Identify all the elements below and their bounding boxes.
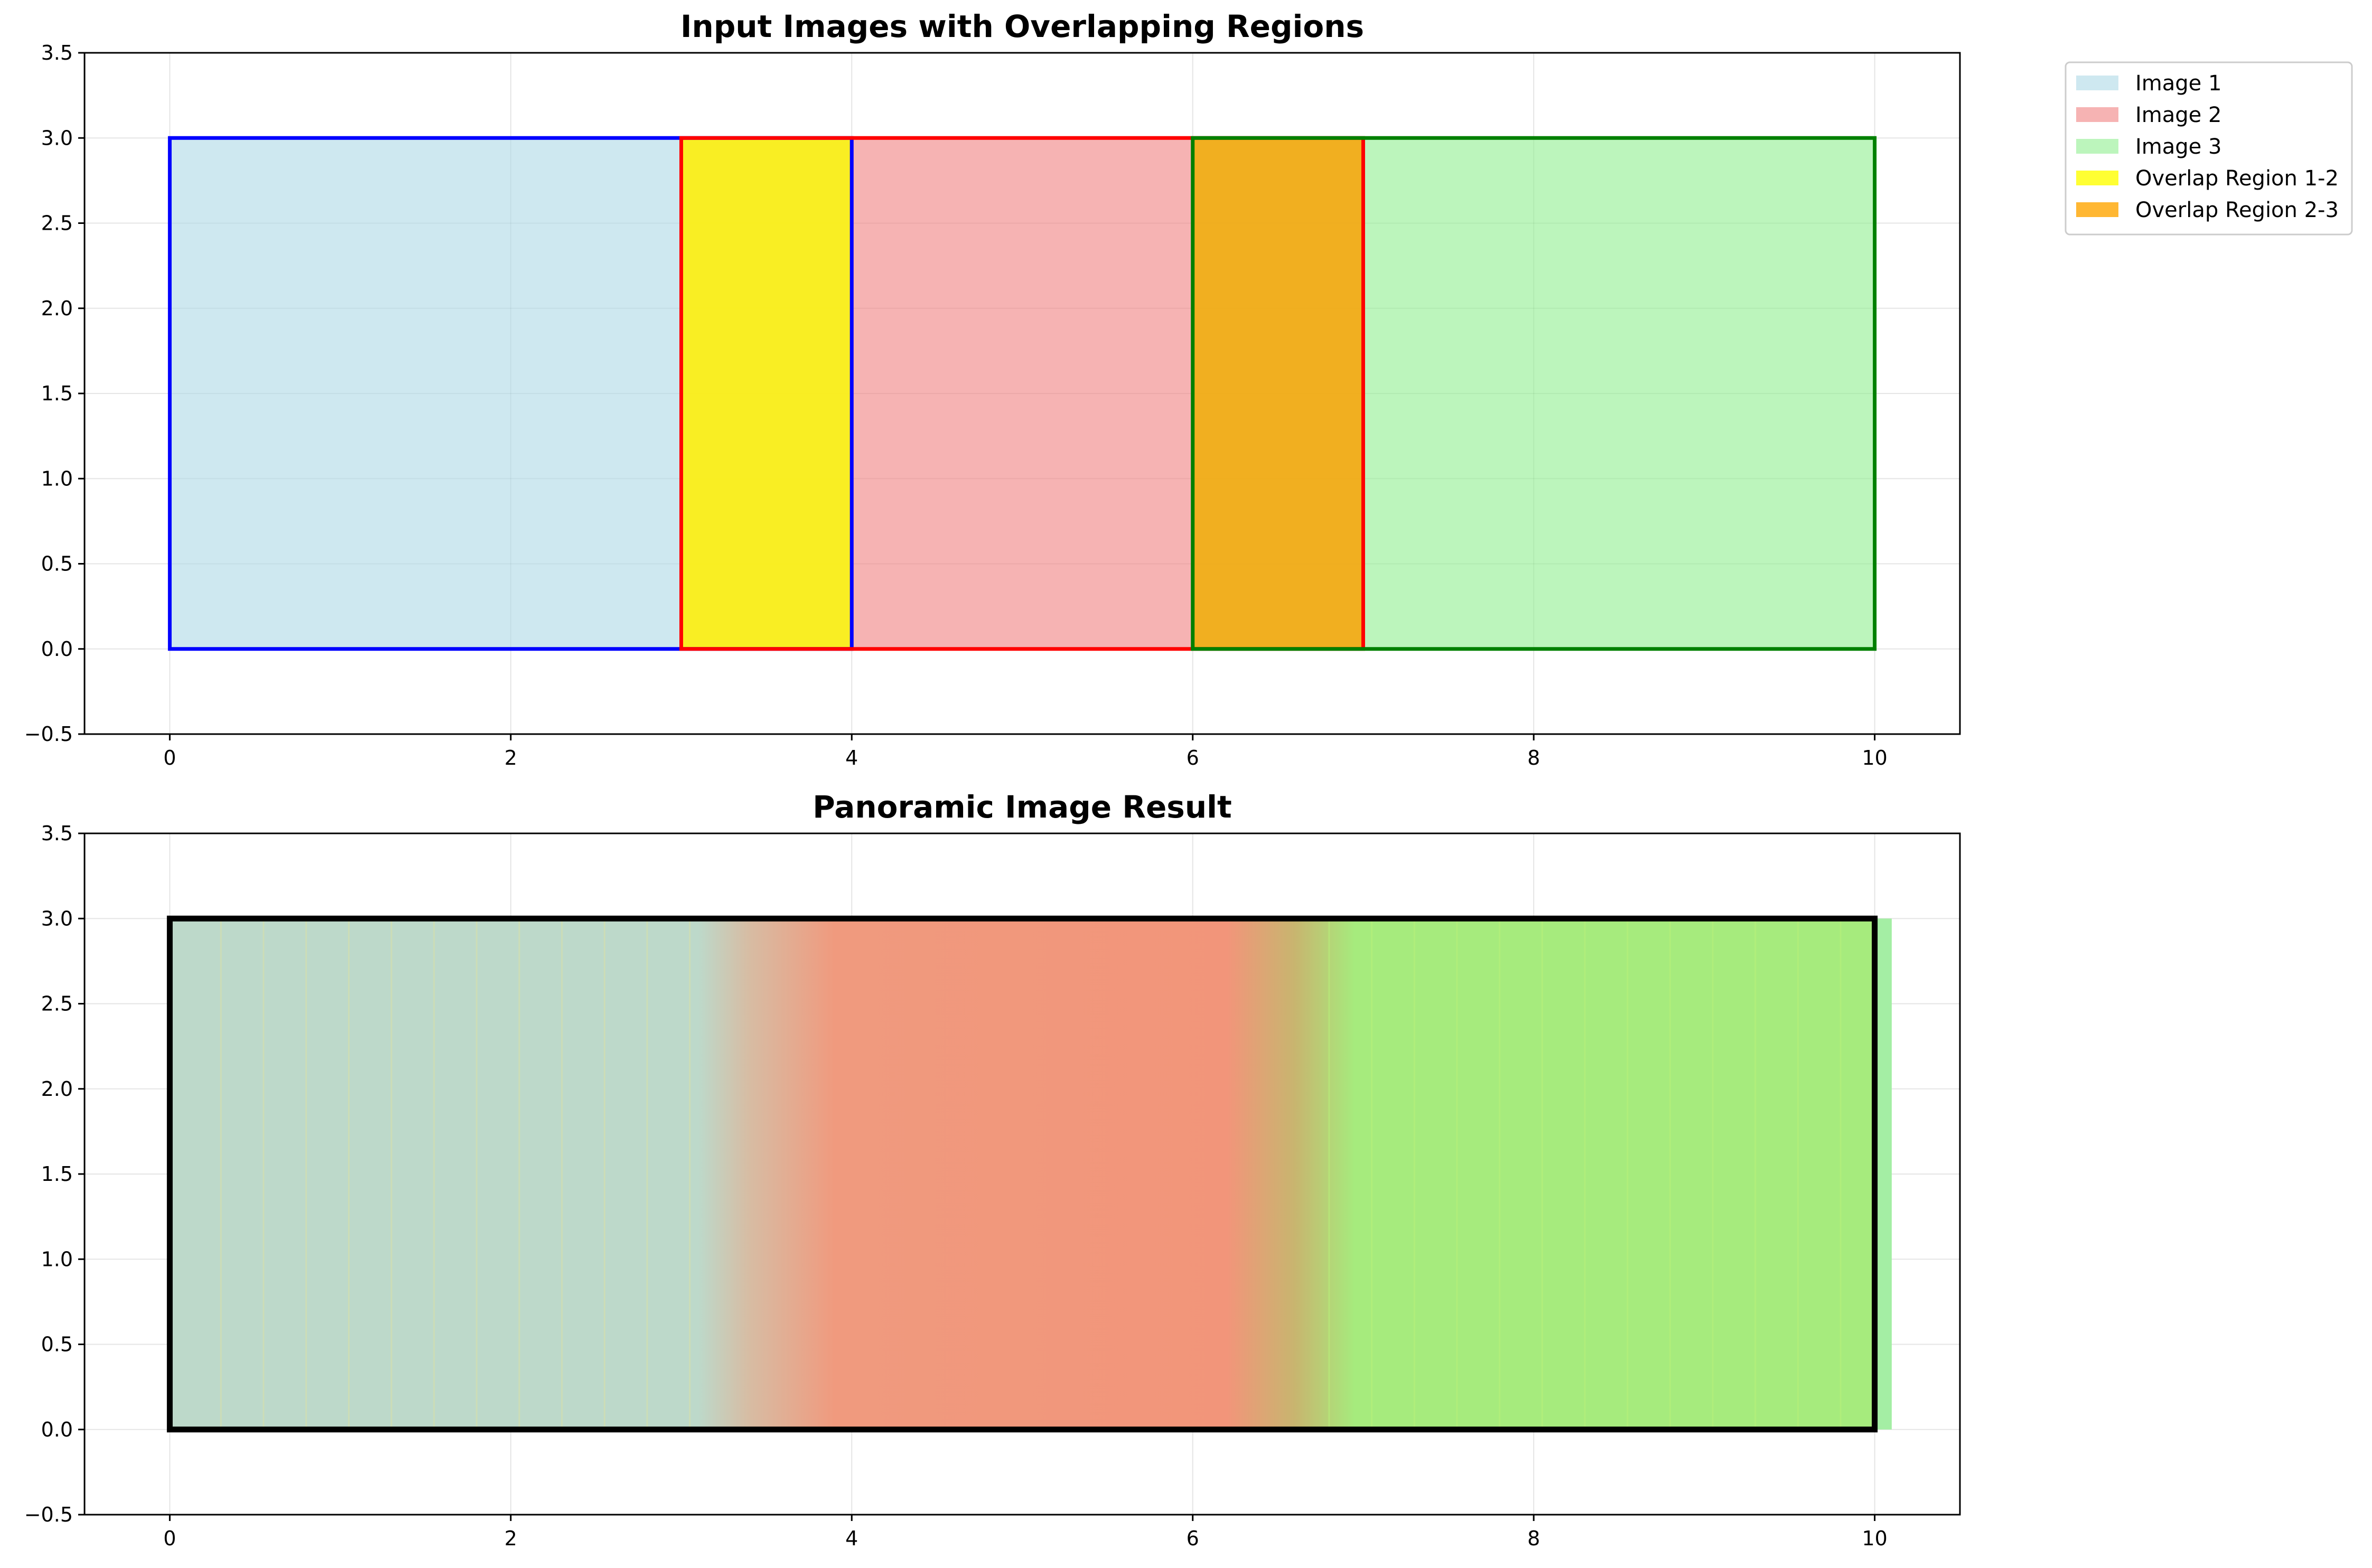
input-images-panel: Input Images with Overlapping Regions 0 2… [24,8,1961,769]
legend-swatch-image-1 [2076,76,2118,90]
region-fill-overlap-region-2-3 [1192,138,1364,649]
y-tick-label: 1.5 [41,382,73,405]
panorama-panel: Panoramic Image Result 0 2 4 6 8 10 −0.5 0.0 0.5… [24,789,1961,1550]
y-tick-label: 3.5 [41,41,73,64]
y-tick-label: 2.5 [41,992,73,1016]
region-edge-image-3 [1191,136,1877,651]
y-tick-label: 1.0 [41,467,73,490]
legend-label-overlap-2-3: Overlap Region 2-3 [2135,198,2339,222]
y-tick-label: 2.0 [41,297,73,320]
x-tick-label: 8 [1527,1527,1540,1550]
y-tick-label: 2.5 [41,212,73,235]
legend-item-image-2: Image 2 [2076,103,2221,127]
legend-item-overlap-2-3: Overlap Region 2-3 [2076,198,2339,222]
y-tick-label: 0.0 [41,1418,73,1441]
x-tick-label: 0 [163,746,176,769]
chart-title-input-images: Input Images with Overlapping Regions [680,8,1364,44]
legend-label-image-2: Image 2 [2135,103,2221,127]
legend-label-overlap-1-2: Overlap Region 1-2 [2135,166,2339,191]
legend: Image 1 Image 2 Image 3 Overlap Region 1… [2065,61,2353,236]
y-tick-label: 0.5 [41,552,73,576]
legend-item-image-1: Image 1 [2076,71,2221,96]
y-tick-label: 1.5 [41,1162,73,1186]
panorama-border [166,915,1878,1433]
panorama-ticks: 0 2 4 6 8 10 −0.5 0.0 0.5 1.0 1.5 2.0 2.5 3.0 3.5 [24,822,1888,1550]
x-tick-label: 10 [1862,746,1887,769]
input-images-regions [167,136,1877,651]
legend-swatch-overlap-2-3 [2076,202,2118,217]
y-tick-label: 0.0 [41,637,73,661]
region-edge-image-2 [679,136,1365,651]
y-tick-label: 0.5 [41,1333,73,1356]
x-tick-label: 10 [1862,1527,1887,1550]
x-tick-label: 2 [505,746,517,769]
y-tick-label: 3.0 [41,126,73,149]
y-tick-label: 1.0 [41,1247,73,1271]
x-tick-label: 6 [1187,746,1199,769]
input-images-ticks: 0 2 4 6 8 10 −0.5 0.0 0.5 1.0 1.5 2.0 2.5 3.0 3.5 [24,41,1888,769]
legend-label-image-1: Image 1 [2135,71,2221,96]
legend-item-image-3: Image 3 [2076,135,2221,159]
region-edge-image-1 [167,136,854,651]
legend-frame [2065,61,2353,236]
region-fill-overlap-region-1-2 [681,138,852,649]
y-tick-label: −0.5 [24,722,73,746]
legend-label-image-3: Image 3 [2135,135,2221,159]
x-tick-label: 4 [845,1527,858,1550]
legend-swatch-overlap-1-2 [2076,171,2118,185]
y-tick-label: 3.0 [41,907,73,930]
legend-swatch-image-2 [2076,107,2118,122]
panorama-fill [170,918,1875,1430]
y-tick-label: −0.5 [24,1503,73,1526]
legend-swatch-image-3 [2076,139,2118,154]
x-tick-label: 0 [163,1527,176,1550]
panorama-regions [166,915,1892,1433]
legend-item-overlap-1-2: Overlap Region 1-2 [2076,166,2339,191]
x-tick-label: 6 [1187,1527,1199,1550]
y-tick-label: 2.0 [41,1077,73,1101]
x-tick-label: 8 [1527,746,1540,769]
x-tick-label: 2 [505,1527,517,1550]
y-tick-label: 3.5 [41,822,73,845]
chart-title-panorama: Panoramic Image Result [813,789,1231,825]
x-tick-label: 4 [845,746,858,769]
